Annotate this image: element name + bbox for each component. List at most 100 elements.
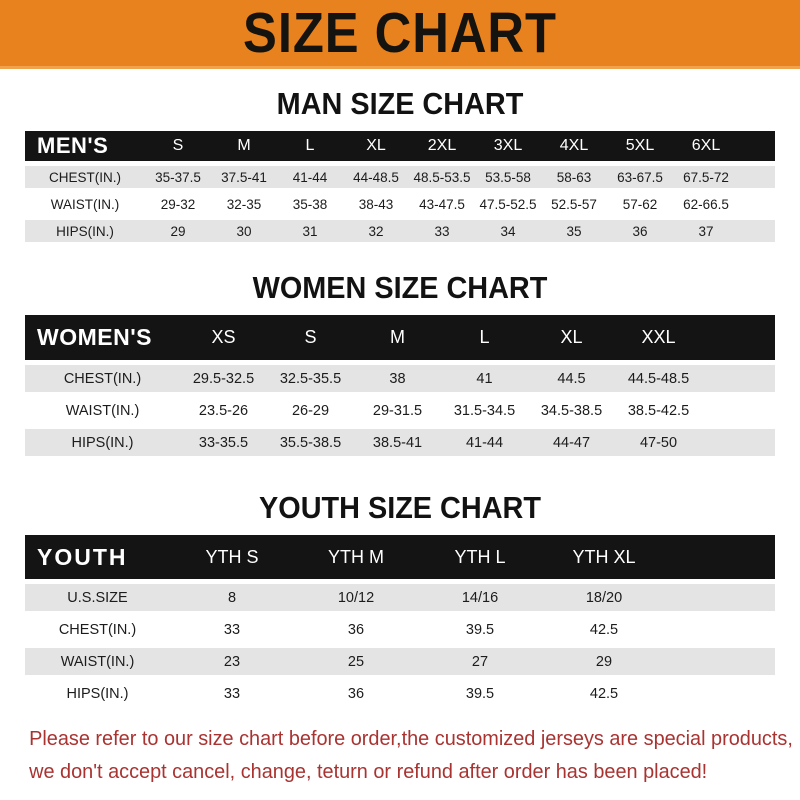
table-row: HIPS(IN.) 33-35.5 35.5-38.5 38.5-41 41-4… (25, 429, 775, 456)
table-row: WAIST(IN.) 23.5-26 26-29 29-31.5 31.5-34… (25, 397, 775, 424)
size-cell: 33 (170, 616, 294, 643)
size-cell: 36 (294, 616, 418, 643)
table-row: HIPS(IN.) 33 36 39.5 42.5 (25, 680, 775, 707)
size-column-header: YTH S (170, 535, 294, 579)
size-cell: 34.5-38.5 (528, 397, 615, 424)
size-column-header: M (354, 315, 441, 360)
man-section-heading: MAN SIZE CHART (276, 86, 524, 121)
size-cell: 36 (294, 680, 418, 707)
spacer-cell (666, 584, 775, 611)
size-cell: 23 (170, 648, 294, 675)
size-column-header: 5XL (607, 131, 673, 161)
size-cell: 47.5-52.5 (475, 193, 541, 215)
size-cell: 14/16 (418, 584, 542, 611)
size-column-header: XS (180, 315, 267, 360)
size-chart-banner: SIZE CHART (0, 0, 800, 69)
spacer-cell (702, 365, 775, 392)
spacer-cell (666, 680, 775, 707)
size-cell: 44-48.5 (343, 166, 409, 188)
size-cell: 41-44 (441, 429, 528, 456)
women-header-row: WOMEN'S XS S M L XL XXL (25, 315, 775, 360)
size-cell: 38 (354, 365, 441, 392)
spacer-cell (739, 166, 775, 188)
size-cell: 37 (673, 220, 739, 242)
size-column-header: YTH M (294, 535, 418, 579)
size-cell: 44.5 (528, 365, 615, 392)
row-label: WAIST(IN.) (25, 397, 180, 424)
row-label: CHEST(IN.) (25, 365, 180, 392)
size-cell: 44-47 (528, 429, 615, 456)
size-cell: 38.5-42.5 (615, 397, 702, 424)
spacer-cell (702, 315, 775, 360)
women-size-table: WOMEN'S XS S M L XL XXL CHEST(IN.) 29.5-… (25, 310, 775, 461)
size-cell: 62-66.5 (673, 193, 739, 215)
size-cell: 67.5-72 (673, 166, 739, 188)
spacer-cell (666, 616, 775, 643)
size-cell: 10/12 (294, 584, 418, 611)
men-header-row: MEN'S S M L XL 2XL 3XL 4XL 5XL 6XL (25, 131, 775, 161)
size-cell: 29 (145, 220, 211, 242)
spacer-cell (739, 220, 775, 242)
table-row: WAIST(IN.) 23 25 27 29 (25, 648, 775, 675)
youth-section-heading: YOUTH SIZE CHART (259, 490, 541, 525)
size-cell: 29-32 (145, 193, 211, 215)
spacer-cell (739, 131, 775, 161)
size-column-header: 3XL (475, 131, 541, 161)
size-cell: 52.5-57 (541, 193, 607, 215)
size-cell: 42.5 (542, 680, 666, 707)
size-cell: 31 (277, 220, 343, 242)
size-column-header: XL (343, 131, 409, 161)
order-disclaimer-note: Please refer to our size chart before or… (0, 722, 793, 788)
size-cell: 29.5-32.5 (180, 365, 267, 392)
row-label: WAIST(IN.) (25, 648, 170, 675)
size-column-header: 4XL (541, 131, 607, 161)
size-cell: 57-62 (607, 193, 673, 215)
youth-size-table: YOUTH YTH S YTH M YTH L YTH XL U.S.SIZE … (25, 530, 775, 712)
table-row: CHEST(IN.) 35-37.5 37.5-41 41-44 44-48.5… (25, 166, 775, 188)
size-cell: 58-63 (541, 166, 607, 188)
size-cell: 34 (475, 220, 541, 242)
size-cell: 39.5 (418, 616, 542, 643)
women-corner-label: WOMEN'S (25, 315, 180, 360)
size-cell: 38.5-41 (354, 429, 441, 456)
size-cell: 53.5-58 (475, 166, 541, 188)
table-row: U.S.SIZE 8 10/12 14/16 18/20 (25, 584, 775, 611)
size-cell: 41-44 (277, 166, 343, 188)
row-label: HIPS(IN.) (25, 429, 180, 456)
women-section-heading: WOMEN SIZE CHART (252, 270, 548, 305)
table-row: CHEST(IN.) 33 36 39.5 42.5 (25, 616, 775, 643)
row-label: CHEST(IN.) (25, 616, 170, 643)
note-line-1: Please refer to our size chart before or… (29, 727, 793, 750)
size-cell: 29 (542, 648, 666, 675)
size-cell: 29-31.5 (354, 397, 441, 424)
size-cell: 31.5-34.5 (441, 397, 528, 424)
row-label: HIPS(IN.) (25, 220, 145, 242)
youth-header-row: YOUTH YTH S YTH M YTH L YTH XL (25, 535, 775, 579)
row-label: WAIST(IN.) (25, 193, 145, 215)
size-column-header: S (267, 315, 354, 360)
row-label: CHEST(IN.) (25, 166, 145, 188)
men-corner-label: MEN'S (25, 131, 145, 161)
size-cell: 33 (170, 680, 294, 707)
men-size-table: MEN'S S M L XL 2XL 3XL 4XL 5XL 6XL CHEST… (25, 126, 775, 247)
size-cell: 32.5-35.5 (267, 365, 354, 392)
size-column-header: 6XL (673, 131, 739, 161)
size-cell: 27 (418, 648, 542, 675)
size-column-header: M (211, 131, 277, 161)
youth-corner-label: YOUTH (25, 535, 170, 579)
size-cell: 33 (409, 220, 475, 242)
size-cell: 18/20 (542, 584, 666, 611)
size-cell: 25 (294, 648, 418, 675)
size-cell: 39.5 (418, 680, 542, 707)
size-cell: 37.5-41 (211, 166, 277, 188)
spacer-cell (666, 648, 775, 675)
size-cell: 32-35 (211, 193, 277, 215)
size-column-header: YTH L (418, 535, 542, 579)
row-label: HIPS(IN.) (25, 680, 170, 707)
size-cell: 42.5 (542, 616, 666, 643)
size-cell: 36 (607, 220, 673, 242)
row-label: U.S.SIZE (25, 584, 170, 611)
size-column-header: XL (528, 315, 615, 360)
size-column-header: YTH XL (542, 535, 666, 579)
size-cell: 63-67.5 (607, 166, 673, 188)
